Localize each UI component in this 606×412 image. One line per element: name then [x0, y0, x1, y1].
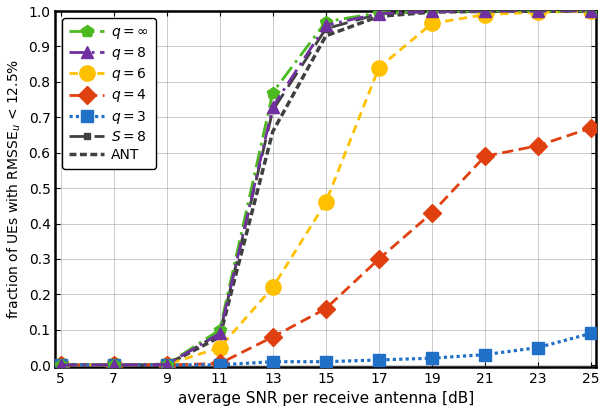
$q=4$ [163, 363, 170, 368]
Y-axis label: fraction of UEs with RMSSE$_u$ < 12.5%: fraction of UEs with RMSSE$_u$ < 12.5% [5, 59, 23, 319]
$q=8$ [428, 9, 436, 14]
$S=8$ [322, 26, 330, 31]
ANT [375, 14, 382, 19]
$q=4$ [269, 335, 276, 339]
$q=4$ [428, 211, 436, 215]
$q=3$ [216, 363, 224, 368]
$q=3$ [57, 363, 64, 368]
ANT [110, 363, 118, 368]
ANT [269, 129, 276, 134]
$q=\infty$ [428, 9, 436, 14]
$q=\infty$ [534, 9, 542, 14]
ANT [216, 335, 224, 339]
Legend: $q=\infty$, $q=8$, $q=6$, $q=4$, $q=3$, $S=8$, ANT: $q=\infty$, $q=8$, $q=6$, $q=4$, $q=3$, … [62, 18, 156, 169]
$q=6$ [428, 21, 436, 26]
$q=4$ [375, 257, 382, 262]
$q=3$ [534, 345, 542, 350]
$q=\infty$ [216, 328, 224, 332]
$q=8$ [322, 23, 330, 28]
$q=6$ [481, 12, 488, 17]
$S=8$ [587, 9, 594, 14]
X-axis label: average SNR per receive antenna [dB]: average SNR per receive antenna [dB] [178, 391, 474, 407]
$q=8$ [481, 9, 488, 14]
$q=6$ [163, 362, 170, 367]
$q=3$ [428, 356, 436, 360]
Line: $q=3$: $q=3$ [55, 327, 598, 371]
$S=8$ [57, 363, 64, 368]
ANT [57, 363, 64, 368]
Line: $q=6$: $q=6$ [53, 4, 599, 372]
$q=4$ [216, 361, 224, 366]
ANT [481, 9, 488, 14]
$q=6$ [587, 9, 594, 14]
$S=8$ [534, 9, 542, 14]
$q=3$ [269, 359, 276, 364]
Line: $q=\infty$: $q=\infty$ [55, 5, 598, 371]
$q=4$ [534, 143, 542, 148]
$q=8$ [375, 11, 382, 16]
$q=8$ [57, 363, 64, 368]
$q=6$ [269, 285, 276, 290]
$q=8$ [216, 331, 224, 336]
ANT [163, 362, 170, 367]
$q=\infty$ [110, 363, 118, 368]
$S=8$ [375, 12, 382, 16]
$S=8$ [481, 9, 488, 14]
$q=8$ [269, 104, 276, 109]
$q=6$ [110, 363, 118, 368]
$q=4$ [57, 363, 64, 368]
$q=6$ [534, 9, 542, 14]
$q=\infty$ [269, 90, 276, 95]
Line: $q=8$: $q=8$ [55, 5, 598, 371]
$q=3$ [110, 363, 118, 368]
$q=6$ [216, 345, 224, 350]
$S=8$ [110, 363, 118, 368]
$q=6$ [322, 200, 330, 205]
$q=\infty$ [587, 9, 594, 14]
ANT [534, 9, 542, 14]
Line: $q=4$: $q=4$ [55, 122, 598, 371]
$S=8$ [216, 331, 224, 336]
$q=3$ [163, 363, 170, 368]
$q=4$ [110, 363, 118, 368]
$S=8$ [163, 362, 170, 367]
$q=\infty$ [57, 363, 64, 368]
$q=\infty$ [481, 9, 488, 14]
ANT [428, 9, 436, 14]
$q=8$ [587, 9, 594, 14]
$q=6$ [57, 363, 64, 368]
$q=4$ [587, 126, 594, 131]
$q=8$ [110, 363, 118, 368]
$q=3$ [587, 331, 594, 336]
ANT [587, 9, 594, 14]
$q=\infty$ [163, 362, 170, 367]
$q=6$ [375, 65, 382, 70]
$q=4$ [322, 306, 330, 311]
$q=8$ [163, 362, 170, 367]
$q=3$ [322, 359, 330, 364]
$q=4$ [481, 154, 488, 159]
$q=3$ [375, 358, 382, 363]
Line: $S=8$: $S=8$ [57, 7, 594, 368]
$q=8$ [534, 9, 542, 14]
$q=\infty$ [322, 19, 330, 24]
Line: ANT: ANT [61, 11, 591, 365]
$q=3$ [481, 352, 488, 357]
$S=8$ [428, 9, 436, 14]
ANT [322, 33, 330, 38]
$q=\infty$ [375, 10, 382, 15]
$S=8$ [269, 108, 276, 113]
